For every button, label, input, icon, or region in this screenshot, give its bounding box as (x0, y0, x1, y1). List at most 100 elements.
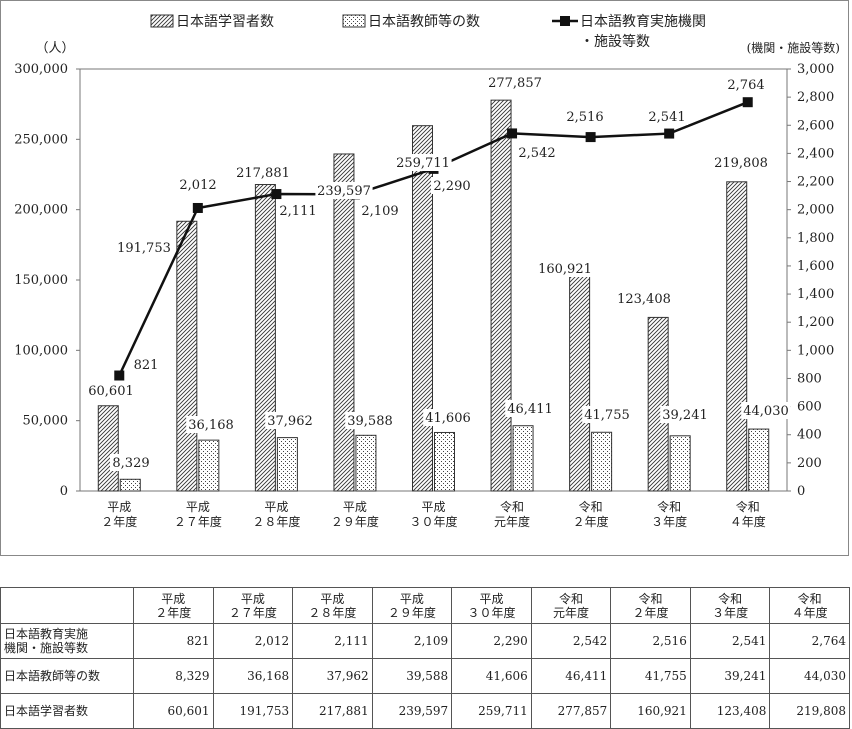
data-label-learners-bg (234, 164, 292, 181)
table-row-label: 日本語教育実施 機関・施設等数 (0, 623, 134, 659)
data-label-learners: 60,601 (88, 384, 134, 399)
right-axis-tick-label: 1,000 (797, 343, 834, 358)
bar-learners (176, 220, 198, 492)
bar-teachers (669, 435, 691, 492)
table-row-label: 日本語教師等の数 (0, 658, 134, 694)
right-axis-unit: (機関・施設等数) (747, 40, 840, 55)
x-axis-category-label: ２７年度 (174, 514, 222, 529)
data-label-institutions: 2,109 (361, 204, 398, 219)
data-label-institutions: 2,542 (518, 146, 555, 161)
right-axis-tick-label: 2,000 (797, 203, 834, 218)
legend-label-institutions: 日本語教育実施機関 (580, 14, 706, 30)
x-axis-category-label: ２８年度 (252, 514, 300, 529)
data-label-teachers-bg (345, 412, 395, 429)
data-label-teachers: 39,588 (347, 414, 393, 429)
data-label-learners: 123,408 (617, 292, 671, 307)
table-cell: 123,408 (689, 693, 771, 729)
bar-teachers (276, 437, 298, 492)
bar-learners (569, 264, 591, 492)
data-label-learners: 219,808 (714, 156, 768, 171)
table-cell: 2,012 (212, 623, 294, 659)
data-label-institutions-bg (564, 108, 606, 125)
table-header-cell (0, 587, 134, 624)
data-label-learners-bg (115, 239, 173, 256)
table-cell: 219,808 (769, 693, 850, 729)
left-axis-unit: （人） (35, 41, 74, 56)
table-cell: 37,962 (292, 658, 373, 694)
x-axis-category-label: 平成 (186, 500, 210, 514)
legend-label-learners: 日本語学習者数 (176, 14, 274, 30)
data-label-institutions-bg (725, 76, 767, 93)
table-cell: 41,755 (610, 658, 691, 694)
data-label-institutions-bg (132, 356, 160, 373)
right-axis-tick-label: 2,600 (797, 118, 834, 133)
line-marker (507, 128, 518, 139)
left-axis-tick-label: 250,000 (14, 132, 68, 147)
bar-learners (97, 405, 119, 492)
data-label-learners-bg (712, 154, 770, 171)
bar-learners (254, 184, 276, 492)
data-label-teachers: 8,329 (112, 456, 149, 471)
table-body: 日本語教育実施 機関・施設等数 821 2,012 2,111 2,109 2,290 2,… (0, 623, 850, 729)
table-header-cell: 平成 ２年度 (133, 587, 214, 624)
data-label-institutions: 2,111 (279, 204, 316, 219)
data-label-teachers-bg (582, 406, 632, 423)
table-cell: 46,411 (530, 658, 612, 694)
data-label-institutions-bg (431, 177, 473, 194)
data-label-institutions: 2,012 (179, 178, 216, 193)
bar-teachers (512, 425, 534, 492)
table-header-cell: 令和 ２年度 (610, 587, 691, 624)
table-cell: 44,030 (769, 658, 850, 694)
data-label-learners-bg (536, 260, 594, 277)
data-label-teachers-bg (110, 454, 152, 471)
bar-teachers (591, 431, 613, 492)
bar-learners (490, 99, 512, 492)
x-axis-category-label: 平成 (343, 500, 367, 514)
line-marker (192, 202, 203, 213)
data-label-teachers: 46,411 (507, 402, 553, 417)
bar-teachers (198, 439, 220, 492)
x-axis-category-label: 平成 (264, 500, 288, 514)
x-axis-category-label: 令和 (500, 499, 524, 514)
legend-swatch-teachers (342, 14, 366, 28)
line-marker (114, 370, 125, 381)
table-cell: 2,764 (769, 623, 850, 659)
table-header-cell: 令和 元年度 (530, 587, 612, 624)
right-axis-tick-label: 800 (797, 371, 822, 386)
data-label-teachers: 44,030 (743, 404, 789, 419)
table-cell: 160,921 (610, 693, 691, 729)
data-label-teachers-bg (741, 402, 791, 419)
bar-teachers (355, 434, 377, 492)
x-axis-category-label: 令和 (579, 499, 603, 514)
left-axis-tick-label: 300,000 (14, 62, 68, 77)
data-label-learners-bg (486, 74, 544, 91)
table-cell: 821 (133, 623, 214, 659)
table-cell: 277,857 (530, 693, 612, 729)
right-axis-tick-label: 2,400 (797, 146, 834, 161)
data-label-teachers-bg (505, 400, 555, 417)
bar-learners (647, 316, 669, 492)
table-cell: 2,109 (371, 623, 453, 659)
table-cell: 191,753 (212, 693, 294, 729)
data-label-learners-bg (615, 290, 673, 307)
legend-swatch-marker (560, 16, 570, 26)
table-cell: 2,290 (451, 623, 532, 659)
data-label-institutions: 2,516 (566, 110, 603, 125)
data-label-teachers: 37,962 (267, 414, 313, 429)
left-axis-tick-label: 0 (60, 484, 68, 499)
data-label-institutions: 821 (134, 358, 159, 373)
x-axis-category-label: ２９年度 (331, 514, 379, 529)
left-axis-tick-label: 150,000 (14, 273, 68, 288)
bar-learners (726, 181, 748, 492)
right-axis-tick-label: 1,600 (797, 259, 834, 274)
line-marker (585, 132, 596, 143)
right-axis-tick-label: 1,800 (797, 231, 834, 246)
data-label-teachers-bg (265, 412, 315, 429)
table-cell: 2,542 (530, 623, 612, 659)
table-cell: 39,588 (371, 658, 453, 694)
data-label-institutions-bg (516, 144, 558, 161)
data-label-learners-bg (315, 182, 373, 199)
right-axis-tick-label: 200 (797, 456, 822, 471)
x-axis-category-label: ４年度 (730, 514, 766, 529)
line-marker (742, 97, 753, 108)
